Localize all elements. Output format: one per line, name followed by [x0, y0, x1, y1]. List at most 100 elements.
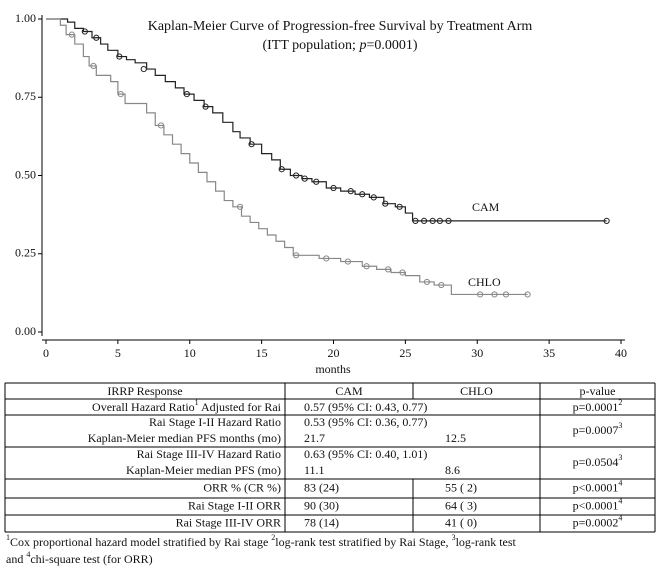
x-tick-label: 30: [471, 346, 483, 360]
chlo-median: 8.6: [445, 463, 460, 477]
chart-subtitle: (ITT population; p=0.0001): [262, 38, 417, 53]
text-segment: p=0.0007: [573, 423, 619, 437]
censor-mark: [183, 91, 190, 98]
text-segment: p<0.0001: [573, 480, 619, 494]
censor-mark: [116, 53, 123, 60]
x-tick-label: 40: [615, 346, 627, 360]
censor-mark: [603, 217, 610, 224]
superscript: 3: [618, 421, 622, 430]
censor-mark: [93, 34, 100, 41]
censor-mark: [313, 178, 320, 185]
cam-median: 21.7: [304, 431, 325, 445]
superscript: 4: [618, 497, 622, 506]
censor-mark: [385, 266, 392, 273]
chlo-orr: 64 ( 3): [445, 498, 477, 512]
chlo-median: 12.5: [445, 431, 466, 445]
censor-mark: [248, 141, 255, 148]
x-tick-label: 0: [43, 346, 49, 360]
chlo-orr: 55 ( 2): [445, 480, 477, 494]
p-value: p=0.00024​: [573, 514, 623, 529]
censor-mark: [382, 200, 389, 207]
x-tick-label: 20: [328, 346, 340, 360]
censor-mark: [445, 217, 452, 224]
text-segment: =0.0001): [366, 38, 417, 53]
censor-mark: [157, 122, 165, 129]
row-label: ORR % (CR %): [203, 480, 281, 494]
censor-mark: [477, 291, 484, 298]
y-tick-label: 0.25: [15, 246, 36, 260]
text-segment: and: [6, 552, 26, 566]
column-header: CHLO: [460, 384, 493, 398]
censor-mark: [278, 166, 285, 173]
text-segment: Overall Hazard Ratio: [92, 400, 195, 414]
censor-mark: [81, 28, 88, 35]
censor-mark: [524, 291, 531, 298]
cam-orr: 78 (14): [304, 515, 339, 529]
x-tick-label: 15: [256, 346, 268, 360]
x-tick-label: 25: [399, 346, 411, 360]
censor-mark: [420, 217, 428, 224]
italic-text: p: [358, 38, 366, 53]
p-value: p<0.00014​: [573, 479, 623, 494]
y-tick-label: 0.00: [15, 324, 36, 338]
text-segment: (ITT population;: [262, 38, 359, 53]
row-label: Rai Stage I-II Hazard Ratio: [149, 415, 281, 429]
row-label: Rai Stage III-IV ORR: [176, 515, 281, 529]
cam-orr: 90 (30): [304, 498, 339, 512]
superscript: 1: [6, 533, 10, 542]
row-label: Rai Stage III-IV Hazard Ratio: [137, 447, 281, 461]
series-label: CHLO: [468, 275, 501, 289]
survival-curve: [46, 18, 528, 296]
text-segment: Adjusted for Rai: [199, 400, 282, 414]
censor-mark: [68, 31, 75, 38]
y-tick-label: 1.00: [15, 11, 36, 25]
text-segment: chi-square test (for ORR): [30, 552, 152, 566]
x-tick-label: 10: [184, 346, 196, 360]
x-axis-label: months: [315, 362, 351, 376]
y-tick-label: 0.50: [15, 167, 36, 181]
text-segment: p<0.0001: [573, 498, 619, 512]
censor-mark: [293, 172, 300, 179]
censor-mark: [359, 191, 366, 198]
footnote: and 4​chi-square test (for ORR): [6, 550, 153, 565]
censor-mark: [502, 291, 510, 298]
censor-mark: [293, 252, 300, 259]
censor-mark: [438, 281, 445, 289]
censor-mark: [117, 91, 124, 98]
superscript: 4: [618, 514, 622, 523]
p-value: p=0.05043​: [573, 453, 623, 468]
p-value: p=0.00012​: [573, 398, 623, 413]
p-value: p=0.00073​: [573, 421, 623, 436]
series-label: CAM: [472, 200, 500, 214]
superscript: 2: [618, 398, 622, 407]
censor-mark: [344, 258, 351, 265]
censor-mark: [370, 194, 377, 201]
censor-mark: [399, 269, 406, 276]
row-label: Kaplan-Meier median PFS months (mo): [88, 431, 281, 445]
cam-median: 11.1: [304, 463, 325, 477]
censor-mark: [423, 278, 431, 286]
censor-mark: [363, 263, 370, 270]
x-tick-label: 35: [543, 346, 555, 360]
censor-mark: [347, 188, 354, 195]
censor-mark: [396, 203, 403, 210]
superscript: 4: [26, 550, 30, 559]
text-segment: p=0.0002: [573, 515, 619, 529]
cam-orr: 83 (24): [304, 480, 339, 494]
censor-mark: [491, 291, 498, 298]
x-tick-label: 5: [115, 346, 121, 360]
text-segment: log-rank test stratified by Rai Stage,: [275, 535, 451, 549]
column-header: p-value: [580, 384, 616, 398]
censor-mark: [429, 217, 436, 224]
superscript: 4: [618, 479, 622, 488]
censor-mark: [202, 103, 209, 110]
hazard-ratio: 0.57 (95% CI: 0.43, 0.77): [304, 400, 427, 414]
survival-curve: [46, 18, 607, 222]
column-header: IRRP Response: [107, 384, 182, 398]
row-label: Kaplan-Meier median PFS (mo): [126, 463, 281, 477]
row-label: Rai Stage I-II ORR: [188, 498, 281, 512]
text-segment: log-rank test: [456, 535, 517, 549]
footnote: 1​Cox proportional hazard model stratifi…: [6, 533, 517, 548]
chart-title: Kaplan-Meier Curve of Progression-free S…: [148, 19, 533, 34]
